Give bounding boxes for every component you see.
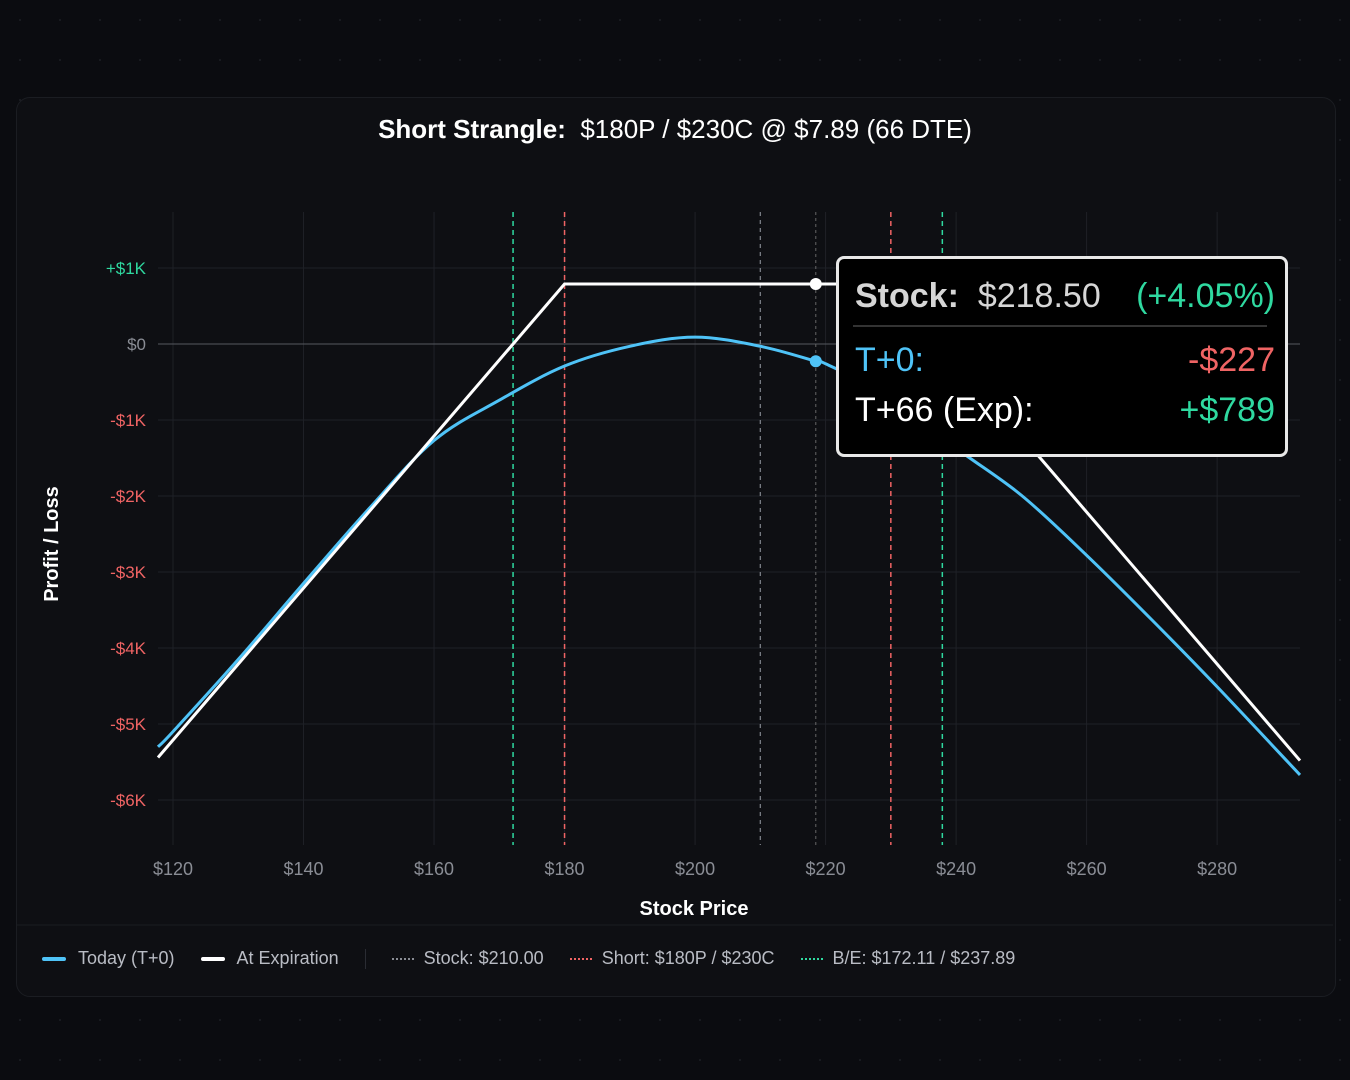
tooltip-exp-value: +$789 <box>1179 391 1276 429</box>
x-tick-label: $180 <box>545 859 585 879</box>
strategy-name: Short Strangle: <box>378 114 566 144</box>
strategy-details: $180P / $230C @ $7.89 (66 DTE) <box>580 114 972 144</box>
stock-swatch-icon <box>391 957 414 960</box>
y-tick-label: -$6K <box>110 791 147 810</box>
expiration-line <box>156 282 1302 762</box>
legend-divider <box>364 948 366 969</box>
x-tick-label: $140 <box>284 859 324 879</box>
tooltip-stock-label: Stock: <box>855 277 959 315</box>
tooltip-divider <box>853 325 1267 327</box>
y-tick-label: -$5K <box>110 715 147 734</box>
x-tick-label: $280 <box>1197 859 1237 879</box>
short-swatch-icon <box>569 957 592 960</box>
legend-expiration[interactable]: At Expiration <box>200 948 339 969</box>
tooltip-stock-value: $218.50 <box>977 277 1101 315</box>
y-tick-label: -$2K <box>110 487 147 506</box>
hover-point-today <box>809 355 822 368</box>
hover-point-expiration <box>809 278 822 291</box>
x-axis-label: Stock Price <box>640 898 749 920</box>
hover-tooltip: Stock: $218.50 (+4.05%) T+0: -$227 T+66 (E… <box>836 256 1288 457</box>
y-axis-label: Profit / Loss <box>41 486 63 602</box>
y-tick-label: +$1K <box>106 259 147 278</box>
expiration-swatch-icon <box>200 956 225 961</box>
y-tick-label: $0 <box>127 335 146 354</box>
tooltip-t0-label: T+0: <box>855 341 924 379</box>
tooltip-t0-value: -$227 <box>1188 341 1275 379</box>
legend-today[interactable]: Today (T+0) <box>42 948 175 969</box>
chart-title: Short Strangle: $180P / $230C @ $7.89 (6… <box>0 114 1350 145</box>
breakeven-swatch-icon <box>800 957 823 960</box>
x-tick-label: $120 <box>153 859 193 879</box>
y-tick-label: -$3K <box>110 563 147 582</box>
today-swatch-icon <box>42 956 66 961</box>
tooltip-stock-change: (+4.05%) <box>1136 277 1275 315</box>
tooltip-exp-label: T+66 (Exp): <box>855 391 1034 429</box>
x-tick-label: $260 <box>1067 859 1107 879</box>
y-tick-label: -$4K <box>110 639 147 658</box>
x-tick-label: $220 <box>806 859 846 879</box>
legend-short[interactable]: Short: $180P / $230C <box>569 948 775 969</box>
legend: Today (T+0) At Expiration Stock: $210.00… <box>42 948 1041 969</box>
legend-breakeven[interactable]: B/E: $172.11 / $237.89 <box>800 948 1015 969</box>
x-tick-label: $160 <box>414 859 454 879</box>
x-tick-label: $200 <box>675 859 715 879</box>
legend-stock[interactable]: Stock: $210.00 <box>391 948 544 969</box>
y-tick-label: -$1K <box>110 411 147 430</box>
today-line <box>156 335 1302 776</box>
x-tick-label: $240 <box>936 859 976 879</box>
